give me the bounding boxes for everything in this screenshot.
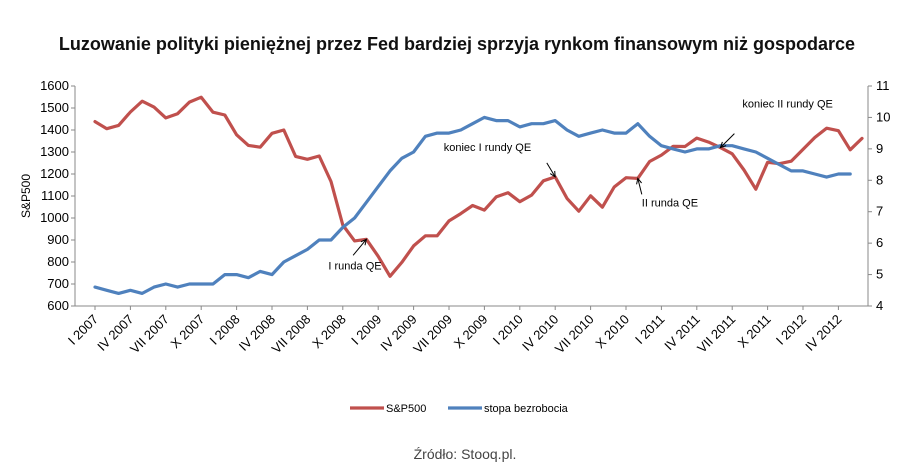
right-tick-label: 4 [876,298,883,313]
left-tick-label: 900 [47,232,69,247]
chart-title: Luzowanie polityki pieniężnej przez Fed … [59,34,855,54]
x-tick-label: IV 2012 [802,312,844,354]
annotation-label: koniec II rundy QE [742,99,833,111]
left-tick-label: 600 [47,298,69,313]
right-tick-label: 11 [876,78,890,93]
right-tick-label: 9 [876,141,883,156]
source-note: Źródło: Stooq.pl. [414,446,517,462]
x-tick-label: X 2011 [735,312,774,351]
right-tick-label: 10 [876,109,890,124]
x-tick-label: VII 2011 [694,312,738,356]
annotation-label: I runda QE [328,260,381,272]
right-tick-label: 6 [876,235,883,250]
x-tick-label: VII 2010 [552,312,597,357]
left-tick-label: 800 [47,254,69,269]
left-tick-label: 1600 [40,78,69,93]
annotation-arrow [546,162,556,178]
x-tick-label: VII 2009 [410,312,455,357]
left-tick-label: 1500 [40,100,69,115]
series-layer [93,95,864,295]
annotation-arrowhead [636,177,642,185]
x-tick-label: VII 2007 [127,312,172,357]
left-tick-label: 1200 [40,166,69,181]
x-tick-label: VII 2008 [269,312,314,357]
legend-label: S&P500 [386,403,426,415]
annotation-arrow [637,178,643,195]
left-tick-label: 1300 [40,144,69,159]
left-tick-label: 700 [47,276,69,291]
left-tick-label: 1400 [40,122,69,137]
y-axis-label: S&P500 [19,174,33,218]
x-tick-label: X 2009 [451,312,491,352]
annotations: I runda QE koniec I rundy QE II runda QE ko… [328,99,833,273]
annotation-arrowhead [719,141,727,149]
right-tick-label: 8 [876,172,883,187]
x-tick-label: X 2010 [592,312,632,352]
x-tick-label: X 2008 [309,312,349,352]
annotation-arrow [720,133,735,148]
series-line-s-p500 [93,95,864,278]
annotation-arrowhead [360,238,368,246]
x-tick-label: X 2007 [168,312,208,352]
legend-label: stopa bezrobocia [484,403,569,415]
left-tick-label: 1000 [40,210,69,225]
annotation-label: II runda QE [642,197,698,209]
annotation-arrowhead [549,170,556,178]
right-tick-label: 7 [876,204,883,219]
annotation-arrow [352,239,367,256]
right-tick-label: 5 [876,267,883,282]
annotation-label: koniec I rundy QE [444,142,531,154]
legend: S&P500 stopa bezrobocia [350,403,569,415]
left-tick-label: 1100 [41,188,69,203]
